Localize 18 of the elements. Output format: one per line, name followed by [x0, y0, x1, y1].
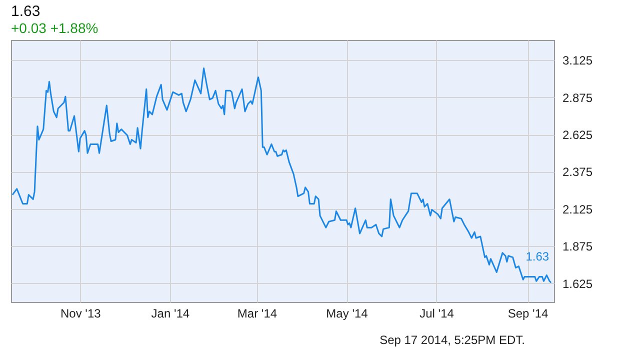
- annotation: 1.63: [526, 250, 550, 264]
- y-tick-label: 3.125: [562, 54, 593, 68]
- x-tick-label: Mar '14: [237, 306, 278, 320]
- y-tick-label: 2.125: [562, 202, 593, 216]
- y-tick-label: 1.625: [562, 276, 593, 291]
- x-tick-label: Jan '14: [151, 306, 190, 320]
- y-tick-label: 2.375: [562, 165, 593, 180]
- chart-subtitle: +0.03 +1.88%: [11, 20, 98, 36]
- y-tick-label: 1.875: [562, 240, 593, 254]
- line-series: [12, 68, 552, 284]
- y-tick-label: 2.625: [562, 128, 593, 142]
- text: Sep 17 2014, 5:25PM EDT.: [378, 333, 526, 347]
- x-tick-label: May '14: [326, 306, 368, 320]
- x-tick-label: Jul '14: [420, 306, 454, 320]
- y-tick-label: 2.875: [562, 90, 593, 105]
- chart-title: 1.63: [11, 3, 40, 20]
- x-tick-label: Nov '13: [60, 306, 102, 320]
- x-tick-label: Sep '14: [508, 306, 548, 320]
